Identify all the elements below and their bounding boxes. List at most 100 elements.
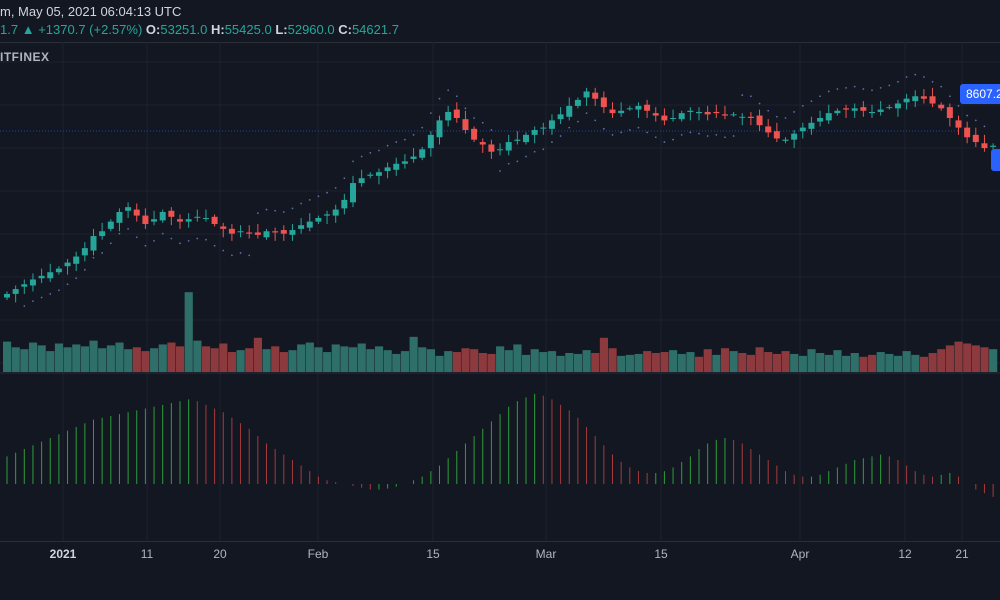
candle-body bbox=[64, 262, 71, 267]
candle-body bbox=[791, 133, 798, 140]
sar-dot bbox=[395, 141, 398, 143]
sar-dot bbox=[568, 126, 571, 129]
time-axis-label: 21 bbox=[955, 547, 969, 561]
sar-dot bbox=[170, 237, 173, 240]
close-label: C: bbox=[338, 22, 352, 37]
volume-bar bbox=[755, 347, 764, 372]
candle-body bbox=[782, 139, 789, 141]
candle-body bbox=[12, 289, 19, 294]
sar-dot bbox=[871, 89, 873, 92]
sar-dot bbox=[706, 135, 709, 137]
open-value: 53251.0 bbox=[160, 22, 208, 37]
volume-bar bbox=[781, 351, 790, 372]
candle-body bbox=[990, 145, 997, 147]
candle-body bbox=[920, 96, 927, 99]
volume-bar bbox=[513, 344, 522, 372]
volume-bar bbox=[314, 347, 323, 372]
volume-bar bbox=[556, 355, 565, 372]
volume-bar bbox=[392, 353, 401, 372]
sar-dot bbox=[862, 88, 865, 90]
volume-bar bbox=[28, 342, 38, 372]
volume-bar bbox=[418, 347, 427, 372]
volume-bar bbox=[625, 354, 634, 372]
candle-body bbox=[704, 111, 711, 115]
time-axis-label: 12 bbox=[898, 547, 912, 561]
volume-bar bbox=[547, 351, 557, 372]
volume-bar bbox=[89, 340, 98, 372]
candle-body bbox=[912, 96, 919, 102]
candle-body bbox=[375, 172, 382, 176]
volume-bar bbox=[772, 353, 781, 372]
volume-bar bbox=[409, 336, 418, 372]
bottom-bar bbox=[0, 564, 1000, 600]
volume-bar bbox=[738, 353, 747, 372]
volume-bar bbox=[487, 353, 496, 372]
sar-dot bbox=[239, 252, 242, 254]
candle-body bbox=[903, 98, 910, 103]
sar-dot bbox=[326, 191, 328, 194]
candle-body bbox=[644, 104, 651, 111]
candle-body bbox=[592, 92, 599, 99]
candle-body bbox=[626, 108, 633, 110]
candle-body bbox=[799, 127, 806, 132]
candle-body bbox=[583, 91, 590, 98]
volume-bar bbox=[677, 353, 686, 372]
candle-body bbox=[263, 231, 270, 238]
sar-dot bbox=[888, 84, 891, 87]
volume-bar bbox=[54, 343, 64, 372]
candle-body bbox=[445, 111, 452, 121]
volume-bar bbox=[989, 349, 998, 372]
candle-body bbox=[159, 211, 166, 221]
candle-body bbox=[211, 216, 218, 225]
sar-dot bbox=[404, 138, 406, 141]
sar-dot bbox=[386, 144, 389, 147]
candle-body bbox=[332, 209, 339, 216]
candle-body bbox=[341, 199, 348, 209]
volume-bar bbox=[323, 352, 332, 372]
candle-body bbox=[721, 114, 728, 116]
volume-bar bbox=[876, 352, 885, 372]
volume-bar bbox=[720, 348, 730, 372]
price-tag: 8607.2 bbox=[960, 84, 1000, 104]
price-chart[interactable] bbox=[0, 42, 1000, 541]
candle-body bbox=[618, 110, 625, 114]
candle-body bbox=[600, 97, 607, 108]
sar-dot bbox=[767, 109, 770, 112]
candle-body bbox=[548, 120, 555, 129]
sar-dot bbox=[905, 76, 908, 78]
time-axis[interactable]: 2021 11 20 Feb 15 Mar 15 Apr 12 21 bbox=[0, 541, 1000, 564]
volume-bar bbox=[20, 349, 29, 372]
sar-dot bbox=[369, 152, 372, 154]
volume-bar bbox=[478, 353, 487, 372]
volume-bar bbox=[928, 353, 937, 372]
sar-dot bbox=[447, 89, 450, 92]
candle-body bbox=[886, 107, 893, 109]
time-axis-label: Apr bbox=[790, 547, 810, 561]
volume-bar bbox=[305, 342, 314, 372]
sar-dot bbox=[300, 202, 302, 205]
last-price-marker bbox=[991, 149, 1000, 171]
candle-body bbox=[497, 149, 504, 151]
candle-body bbox=[367, 174, 374, 176]
sar-dot bbox=[793, 111, 796, 113]
volume-bar bbox=[98, 348, 107, 372]
candle-body bbox=[531, 130, 538, 135]
time-axis-label: Feb bbox=[307, 547, 329, 561]
candle-body bbox=[237, 231, 244, 233]
candle-body bbox=[306, 221, 313, 228]
candle-body bbox=[652, 113, 659, 116]
volume-bar bbox=[686, 352, 695, 372]
candle-body bbox=[730, 114, 737, 116]
sar-dot bbox=[879, 86, 882, 89]
candle-body bbox=[756, 115, 763, 126]
volume-bar bbox=[3, 341, 12, 372]
sar-dot bbox=[58, 289, 60, 292]
candle-body bbox=[298, 225, 305, 229]
sar-dot bbox=[109, 242, 112, 245]
candle-body bbox=[938, 104, 945, 109]
sar-dot bbox=[83, 268, 86, 271]
candle-body bbox=[246, 232, 253, 234]
candle-body bbox=[557, 114, 564, 120]
candle-body bbox=[869, 111, 875, 114]
candle-body bbox=[185, 219, 192, 222]
